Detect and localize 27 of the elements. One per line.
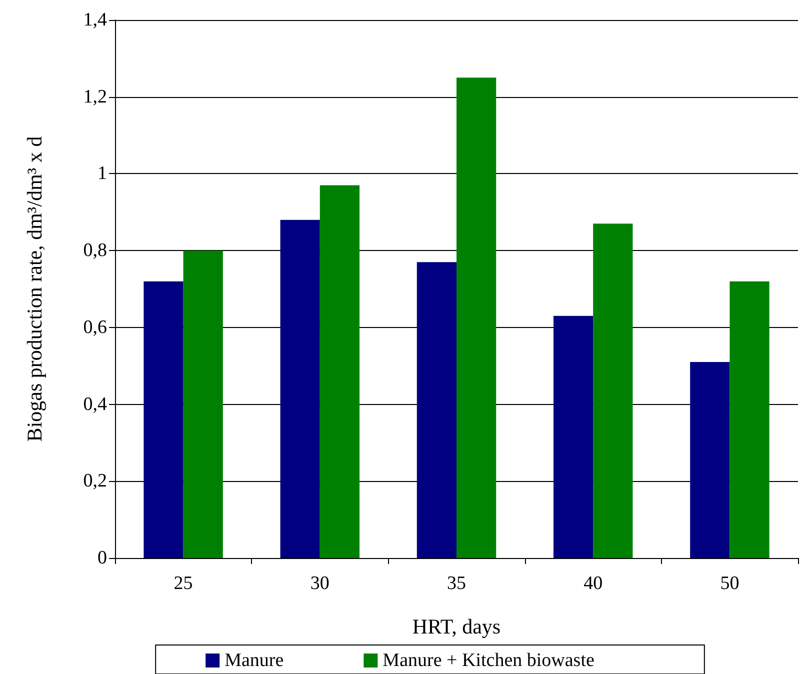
legend-label: Manure + Kitchen biowaste bbox=[382, 650, 594, 671]
bar bbox=[690, 362, 730, 558]
x-tick-label: 35 bbox=[447, 573, 466, 594]
y-tick-label: 1 bbox=[98, 163, 107, 184]
bar bbox=[183, 250, 223, 558]
bar bbox=[144, 281, 184, 558]
bar bbox=[320, 185, 360, 558]
y-tick-label: 0 bbox=[98, 548, 107, 568]
legend-label: Manure bbox=[224, 650, 284, 671]
y-tick-label: 0,4 bbox=[83, 394, 108, 415]
bar bbox=[553, 316, 594, 558]
bar bbox=[416, 262, 456, 558]
bar bbox=[730, 281, 770, 558]
x-tick-label: 30 bbox=[310, 573, 330, 594]
y-tick-label: 0,2 bbox=[83, 470, 107, 492]
bar bbox=[593, 224, 633, 558]
x-tick-label: 25 bbox=[174, 573, 193, 594]
x-tick-label: 40 bbox=[584, 573, 603, 594]
bar bbox=[280, 220, 320, 558]
y-tick-label: 0,6 bbox=[83, 316, 107, 338]
y-tick-label: 1,2 bbox=[83, 86, 107, 108]
x-axis-title: HRT, days bbox=[412, 614, 501, 638]
y-axis-title: Biogas production rate, dm³/dm³ x d bbox=[22, 136, 46, 442]
x-tick-label: 50 bbox=[720, 573, 740, 594]
y-tick-label: 1,4 bbox=[83, 10, 108, 30]
y-tick-label: 0,8 bbox=[83, 240, 107, 262]
bar bbox=[456, 78, 496, 558]
